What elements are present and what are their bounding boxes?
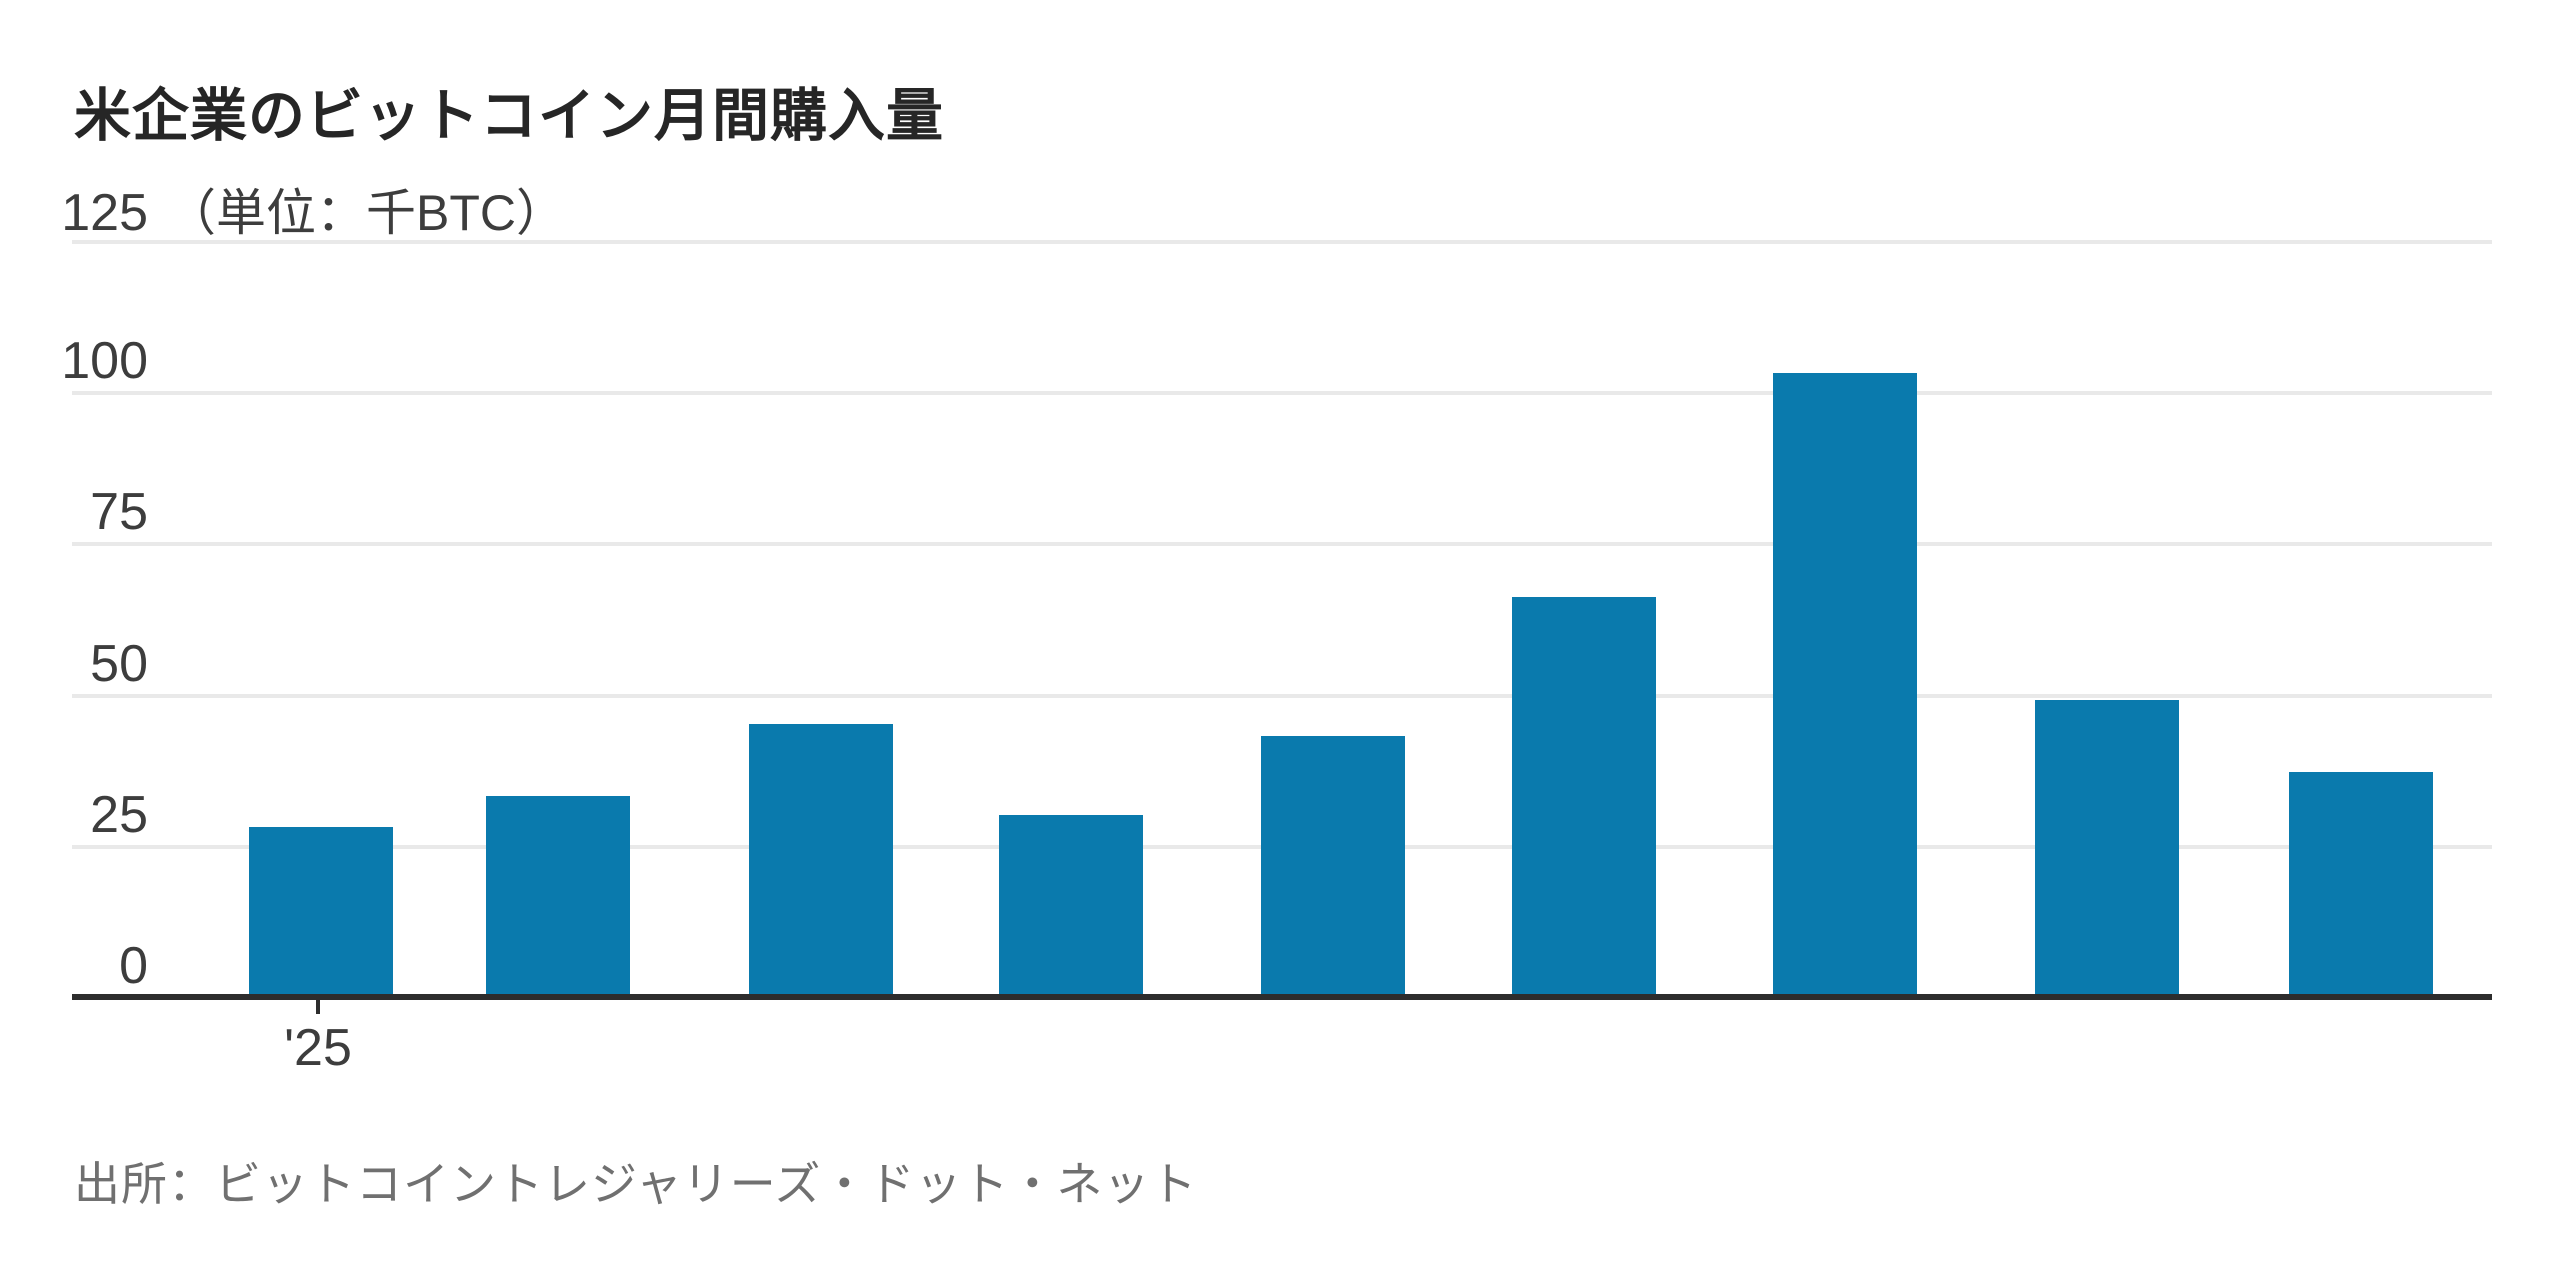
gridline-50 (72, 694, 2492, 698)
x-tick-label-year: '25 (284, 1019, 352, 1077)
bar-3 (749, 724, 893, 996)
y-tick-label-25: 25 (90, 786, 148, 844)
subtitle-row: 125 （単位：千BTC） (0, 186, 2560, 242)
x-axis-tick (316, 1000, 320, 1014)
bar-6 (1512, 597, 1656, 996)
chart-title: 米企業のビットコイン月間購入量 (74, 84, 944, 148)
y-tick-label-50: 50 (90, 635, 148, 693)
y-tick-label-75: 75 (90, 483, 148, 541)
bar-5 (1261, 736, 1405, 996)
y-tick-label-125: 125 (61, 184, 148, 242)
bar-9 (2289, 772, 2433, 996)
source-note: 出所：ビットコイントレジャリーズ・ドット・ネット (74, 1158, 1198, 1210)
y-tick-label-100: 100 (61, 332, 148, 390)
gridline-125 (72, 240, 2492, 244)
bar-7 (1773, 373, 1917, 996)
bar-2 (486, 796, 630, 996)
x-axis-line (72, 994, 2492, 1000)
gridline-100 (72, 391, 2492, 395)
bar-1 (249, 827, 393, 996)
unit-note: （単位：千BTC） (166, 185, 566, 241)
gridline-75 (72, 542, 2492, 546)
bar-8 (2035, 700, 2179, 996)
y-tick-label-0: 0 (119, 937, 148, 995)
bar-4 (999, 815, 1143, 996)
